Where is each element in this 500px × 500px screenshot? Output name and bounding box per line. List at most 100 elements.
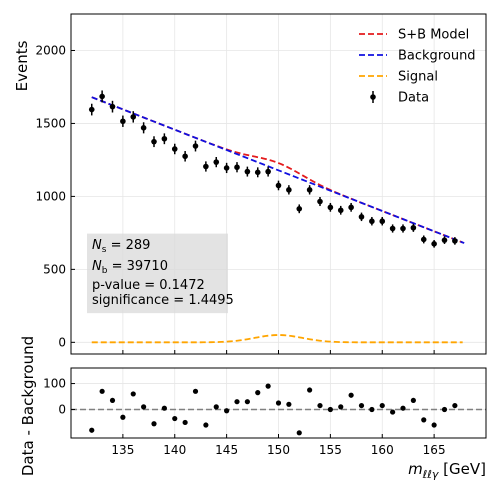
data-marker (161, 135, 168, 142)
data-marker (275, 182, 282, 189)
stats-box (87, 233, 228, 314)
data-point (379, 216, 386, 226)
nb-label: Nb = 39710 (92, 259, 168, 276)
data-marker (171, 146, 178, 152)
y-tick-label: 1000 (35, 189, 66, 203)
residual-point (421, 417, 427, 423)
residual-point (265, 383, 271, 389)
legend-label: Data (398, 91, 429, 106)
data-marker (389, 225, 396, 232)
residual-point (172, 415, 178, 422)
residual-point (244, 399, 250, 405)
x-tick-label: 135 (111, 443, 134, 457)
ns-label: Ns = 289 (92, 238, 150, 255)
legend-label: S+B Model (398, 28, 469, 43)
data-marker (192, 143, 199, 149)
data-point (130, 111, 137, 123)
residual-point (161, 405, 167, 411)
data-marker (265, 168, 271, 175)
main-series (88, 90, 465, 344)
data-point (441, 236, 448, 244)
data-point (452, 237, 458, 245)
legend-item: S+B Model (359, 28, 469, 43)
data-marker (296, 206, 303, 212)
data-marker (379, 218, 386, 225)
data-point (410, 223, 417, 232)
data-point (337, 205, 344, 215)
y-axis-label-events: Events (13, 40, 31, 91)
residual-point (286, 401, 292, 407)
residual-point (317, 402, 323, 409)
data-marker (203, 163, 209, 170)
data-marker (234, 164, 240, 171)
data-marker (130, 114, 137, 120)
data-marker (400, 225, 406, 232)
residual-point (89, 427, 95, 433)
data-point (265, 166, 271, 177)
data-point (161, 133, 168, 145)
y-tick-label: 500 (43, 262, 66, 276)
data-marker (182, 153, 188, 160)
data-marker (120, 118, 126, 125)
residual-point (151, 421, 157, 427)
residual-point (348, 392, 354, 398)
data-point (327, 202, 334, 212)
data-marker (348, 204, 354, 211)
stats-annotation: Ns = 289 Nb = 39710 p-value = 0.1472 sig… (87, 233, 234, 314)
main-panel: Ns = 289 Nb = 39710 p-value = 0.1472 sig… (13, 13, 487, 355)
data-point (88, 103, 95, 116)
data-point (306, 185, 313, 195)
residual-point (120, 414, 126, 420)
data-marker (223, 165, 230, 171)
data-marker (99, 93, 105, 100)
data-marker (431, 241, 437, 247)
data-point (151, 136, 157, 148)
data-point (400, 224, 406, 233)
data-marker (441, 237, 448, 243)
data-point (140, 122, 147, 134)
data-point (348, 202, 354, 212)
y-axis-label-residual: Data - Background (19, 336, 37, 476)
legend-marker (370, 94, 376, 100)
data-marker (151, 138, 157, 145)
data-marker (213, 159, 220, 165)
data-point (369, 216, 375, 226)
residual-point (224, 408, 230, 414)
residual-point (275, 400, 282, 406)
data-point (99, 90, 105, 103)
legend-label: Background (398, 49, 476, 64)
data-point (203, 161, 209, 172)
data-point (420, 235, 427, 244)
data-point (234, 162, 240, 173)
data-point (431, 240, 437, 248)
pvalue-label: p-value = 0.1472 (92, 278, 205, 293)
residual-point (192, 388, 199, 394)
residual-point (338, 404, 344, 410)
data-point (192, 140, 199, 152)
y-tick-label: 2000 (35, 43, 66, 57)
residual-point (379, 402, 385, 409)
residual-point (99, 388, 105, 394)
y-tick-label: 0 (58, 335, 66, 349)
residual-point (307, 387, 313, 393)
residual-point (234, 399, 240, 405)
x-tick-label: 140 (163, 443, 186, 457)
residual-point (182, 419, 188, 426)
residual-point (452, 402, 458, 409)
data-point (171, 143, 178, 155)
residual-point (441, 406, 448, 413)
data-marker (244, 168, 251, 175)
residual-point (369, 406, 375, 413)
data-point (275, 180, 282, 191)
residual-point (390, 409, 396, 415)
residual-point (213, 404, 219, 410)
background-curve (91, 96, 465, 244)
legend-label: Signal (398, 70, 438, 85)
data-point (317, 196, 323, 207)
x-axis-label: mℓℓγ [GeV] (408, 460, 486, 481)
data-point (223, 162, 230, 174)
residual-axes: 0 100 135 140 145 150 155 160 165 (43, 367, 487, 457)
data-marker (327, 204, 334, 211)
x-tick-label: 150 (267, 443, 290, 457)
residual-point (400, 405, 406, 411)
